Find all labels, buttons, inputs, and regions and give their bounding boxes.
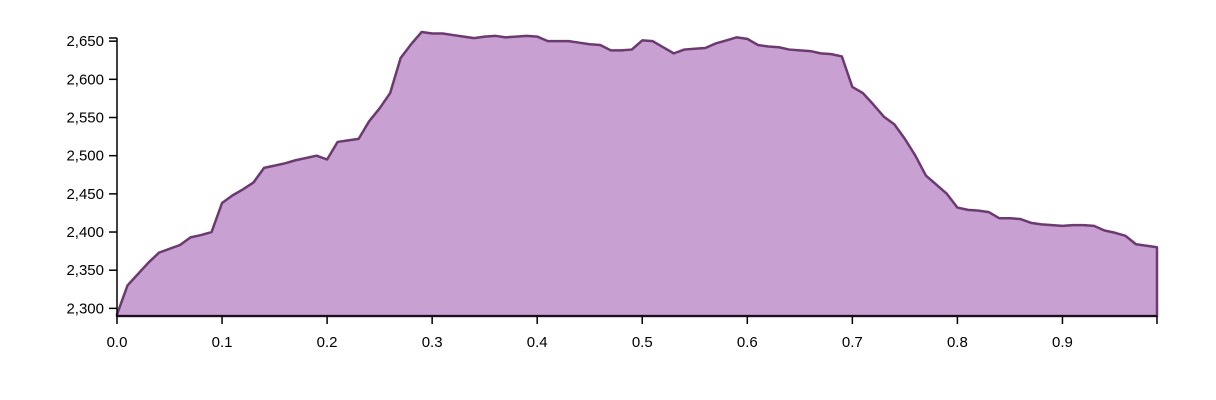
- x-tick-label: 0.1: [212, 334, 233, 351]
- x-tick-label: 0.9: [1052, 334, 1073, 351]
- x-tick-label: 0.7: [842, 334, 863, 351]
- area-layer: [115, 30, 1159, 318]
- x-tick-label: 0.0: [107, 334, 128, 351]
- x-tick-label: 0.3: [422, 334, 443, 351]
- x-tick-label: 0.2: [317, 334, 338, 351]
- y-tick-label: 2,650: [66, 33, 104, 50]
- y-tick-label: 2,300: [66, 300, 104, 317]
- area-series-0: [115, 30, 1159, 318]
- y-tick-label: 2,550: [66, 110, 104, 127]
- x-tick-label: 0.6: [737, 334, 758, 351]
- x-axis: 0.0 0.1 0.2 0.3 0.4 0.5 0.6 0.7 0.8 0.9: [107, 315, 1158, 351]
- y-tick-label: 2,500: [66, 148, 104, 165]
- y-tick-label: 2,400: [66, 224, 104, 241]
- y-tick-label: 2,600: [66, 71, 104, 88]
- y-tick-label: 2,450: [66, 186, 104, 203]
- x-tick-label: 0.8: [947, 334, 968, 351]
- y-axis: 2,300 2,350 2,400 2,450 2,500 2,550 2,600 2,650: [66, 33, 118, 317]
- x-tick-label: 0.4: [527, 334, 548, 351]
- y-tick-label: 2,350: [66, 262, 104, 279]
- x-tick-label: 0.5: [632, 334, 653, 351]
